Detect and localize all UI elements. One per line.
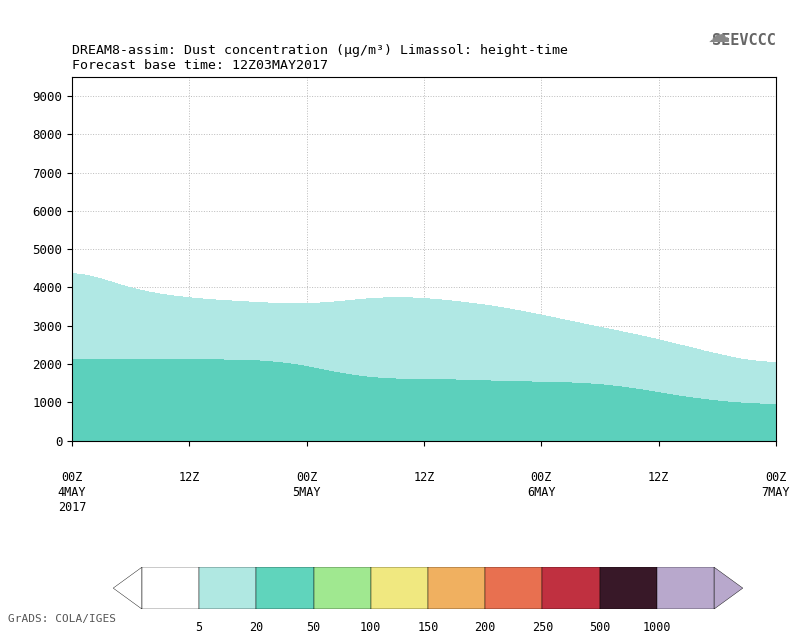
Bar bbox=[600, 567, 657, 609]
Bar bbox=[314, 567, 370, 609]
Bar bbox=[256, 567, 314, 609]
Text: DREAM8-assim: Dust concentration (μg/m³) Limassol: height-time
Forecast base tim: DREAM8-assim: Dust concentration (μg/m³)… bbox=[72, 44, 568, 72]
Bar bbox=[428, 567, 486, 609]
Bar bbox=[486, 567, 542, 609]
Text: 12Z: 12Z bbox=[414, 471, 434, 484]
Text: SEEVCCC: SEEVCCC bbox=[712, 33, 776, 48]
Text: 12Z: 12Z bbox=[648, 471, 670, 484]
Text: 250: 250 bbox=[532, 622, 553, 635]
Text: 500: 500 bbox=[589, 622, 610, 635]
Text: 00Z
6MAY: 00Z 6MAY bbox=[527, 471, 555, 499]
Text: GrADS: COLA/IGES: GrADS: COLA/IGES bbox=[8, 614, 116, 624]
Text: 100: 100 bbox=[360, 622, 382, 635]
Text: 150: 150 bbox=[418, 622, 438, 635]
Text: 200: 200 bbox=[474, 622, 496, 635]
Bar bbox=[542, 567, 600, 609]
Text: 12Z: 12Z bbox=[178, 471, 200, 484]
Polygon shape bbox=[113, 567, 142, 609]
Text: 50: 50 bbox=[306, 622, 321, 635]
Text: 00Z
7MAY: 00Z 7MAY bbox=[762, 471, 790, 499]
Bar bbox=[142, 567, 199, 609]
Bar bbox=[370, 567, 428, 609]
Text: 00Z
5MAY: 00Z 5MAY bbox=[293, 471, 321, 499]
Text: 5: 5 bbox=[195, 622, 202, 635]
Text: ☁: ☁ bbox=[708, 26, 730, 46]
Bar bbox=[657, 567, 714, 609]
Text: 00Z
4MAY
2017: 00Z 4MAY 2017 bbox=[58, 471, 86, 514]
Text: 1000: 1000 bbox=[642, 622, 671, 635]
Polygon shape bbox=[714, 567, 743, 609]
Bar bbox=[199, 567, 256, 609]
Text: 20: 20 bbox=[249, 622, 263, 635]
